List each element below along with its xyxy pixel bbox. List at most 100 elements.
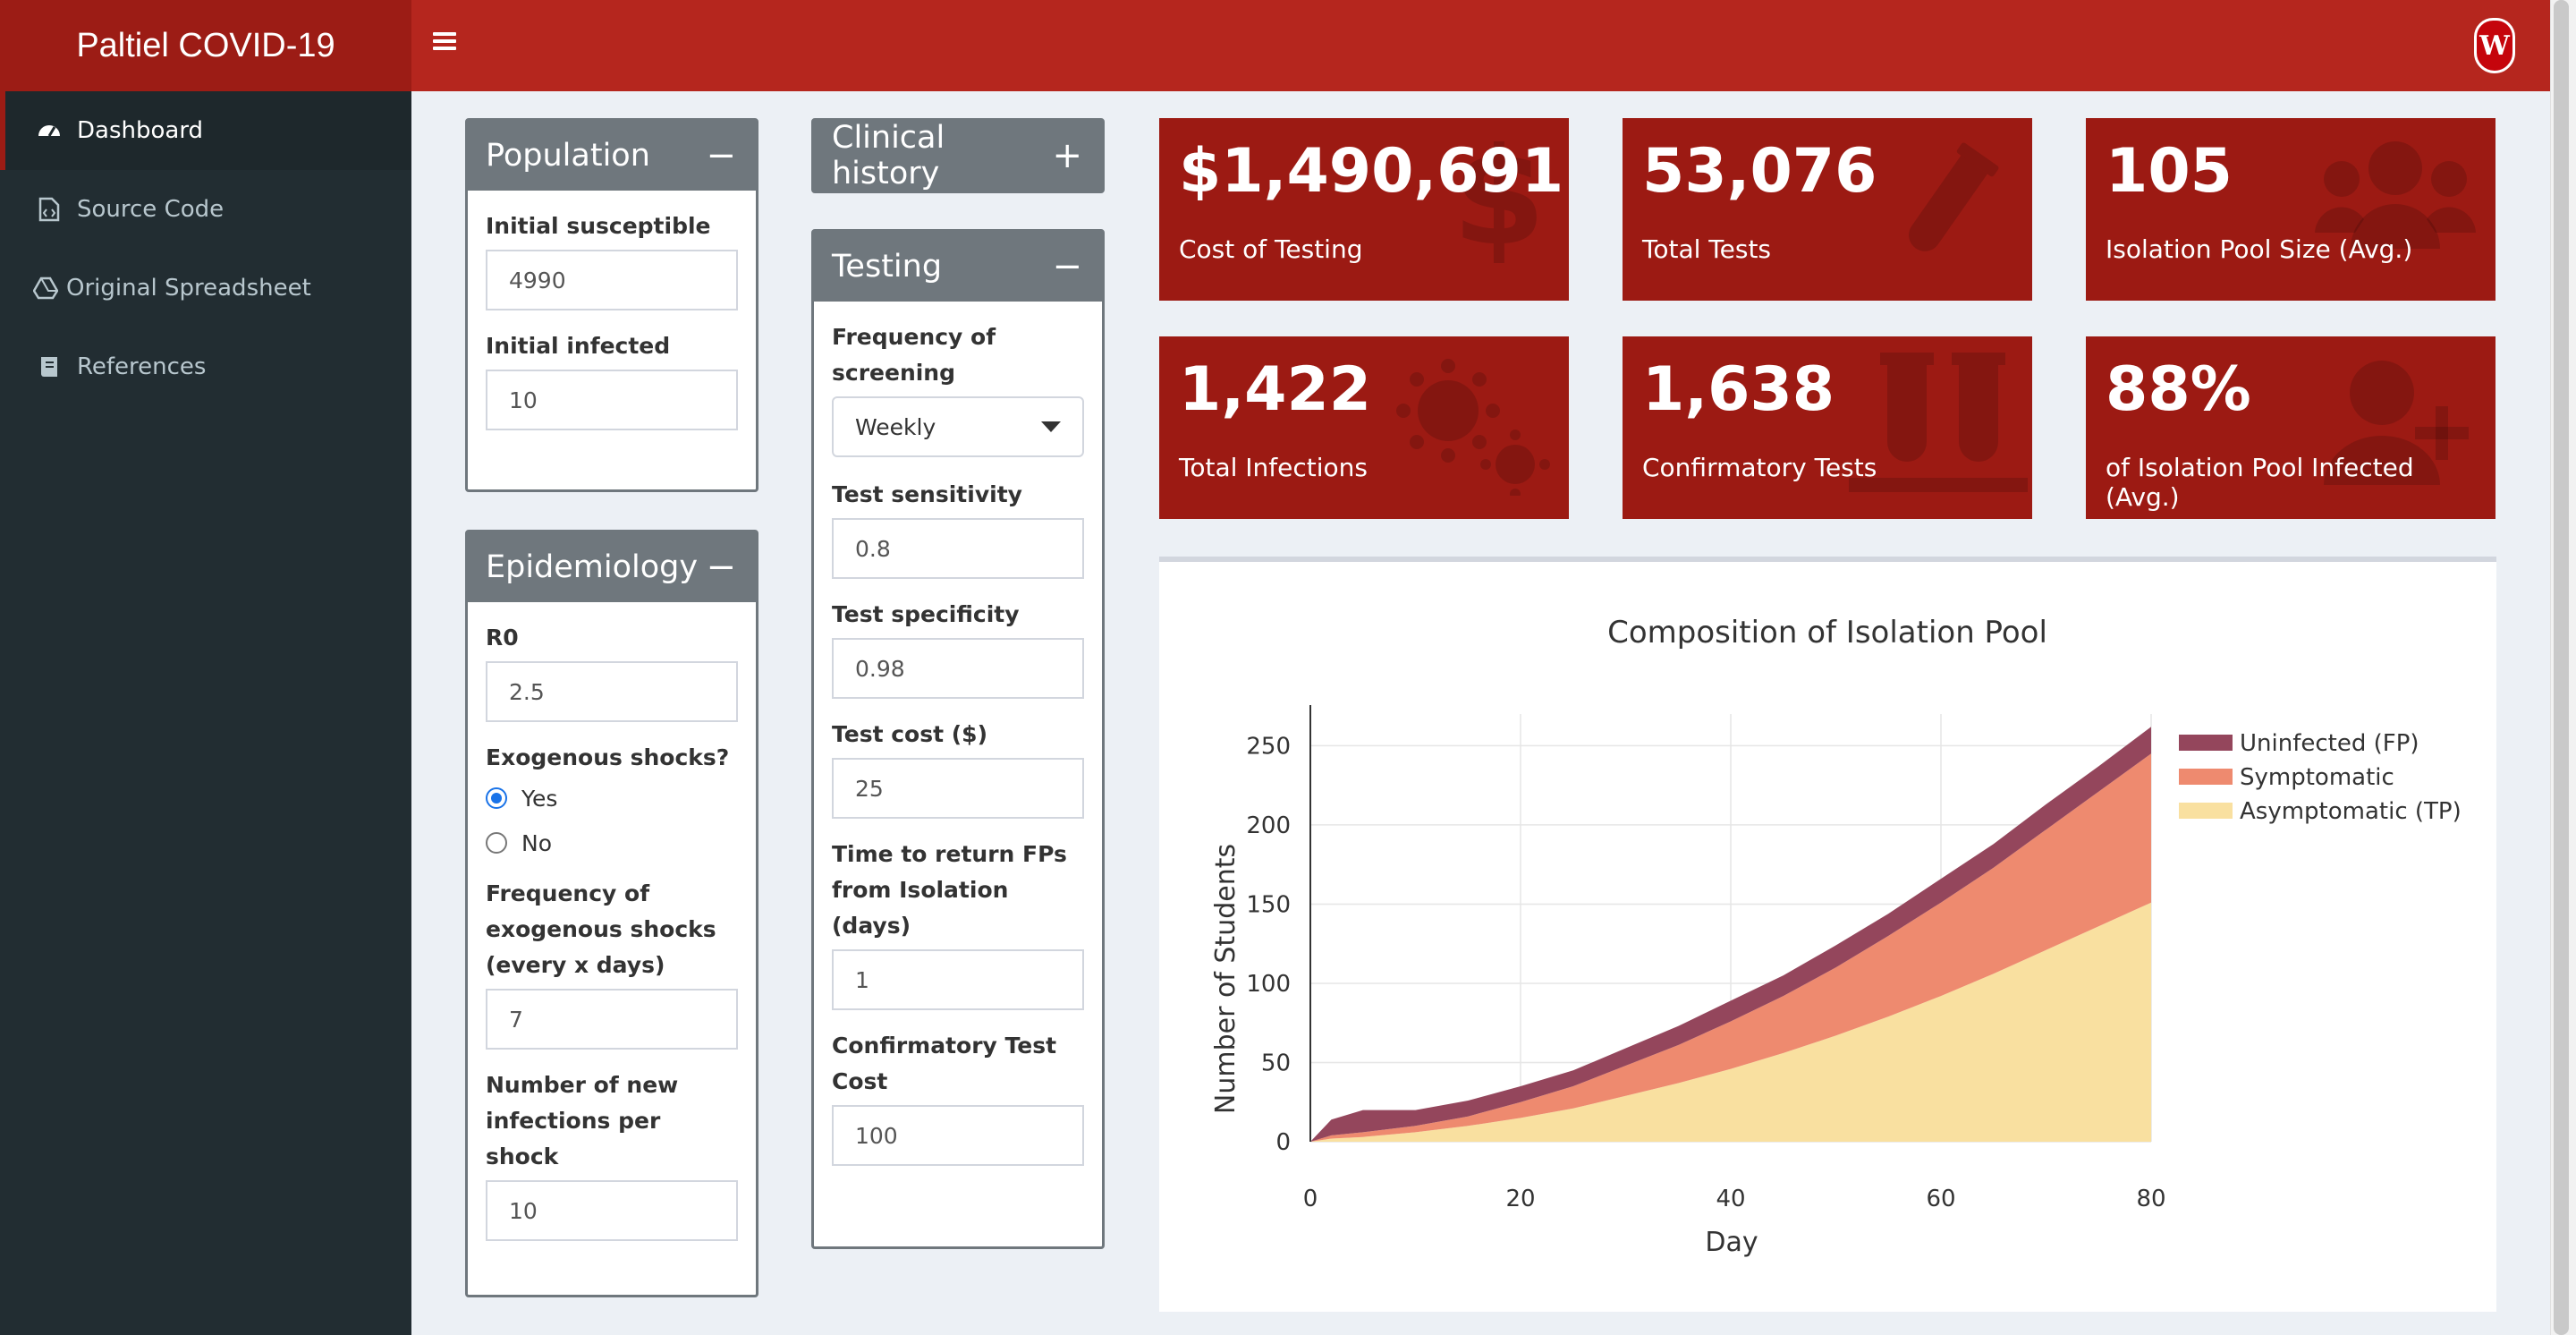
y-tick-label: 250 bbox=[1246, 733, 1291, 760]
test-specificity-input[interactable] bbox=[832, 638, 1084, 699]
radio-label-yes: Yes bbox=[521, 785, 558, 812]
legend-label: Asymptomatic (TP) bbox=[2240, 798, 2462, 825]
caret-down-icon bbox=[1041, 421, 1061, 432]
clinical-history-title: Clinical history bbox=[832, 120, 945, 191]
epidemiology-box: Epidemiology − R0 Exogenous shocks? Yes … bbox=[465, 530, 758, 1297]
scrollbar-thumb[interactable] bbox=[2554, 0, 2569, 1335]
virus-icon bbox=[1396, 359, 1550, 496]
confirmatory-cost-label: Confirmatory Test Cost bbox=[832, 1033, 1057, 1094]
test-sensitivity-label: Test sensitivity bbox=[832, 481, 1022, 507]
radio-button[interactable] bbox=[486, 832, 507, 854]
users-icon bbox=[2315, 141, 2476, 249]
file-code-icon bbox=[36, 196, 63, 223]
sidebar-item-label: Source Code bbox=[77, 196, 225, 223]
screening-frequency-label: Frequency of screening bbox=[832, 324, 996, 386]
population-title: Population bbox=[486, 138, 650, 174]
app-title[interactable]: Paltiel COVID-19 bbox=[0, 0, 411, 91]
sidebar-item-original-spreadsheet[interactable]: Original Spreadsheet bbox=[0, 249, 411, 327]
epidemiology-title: Epidemiology bbox=[486, 549, 699, 585]
sidebar-item-dashboard[interactable]: Dashboard bbox=[0, 91, 411, 170]
legend-label: Symptomatic bbox=[2240, 764, 2394, 791]
legend-swatch bbox=[2179, 803, 2233, 819]
x-axis-title: Day bbox=[1705, 1227, 1758, 1258]
initial-infected-input[interactable] bbox=[486, 370, 738, 430]
radio-button-selected[interactable] bbox=[486, 787, 507, 809]
isolation-pool-chart[interactable]: Composition of Isolation Pool 0 50 100 150 2… bbox=[1159, 562, 2496, 1312]
select-value: Weekly bbox=[855, 413, 936, 440]
value-box-value: 1,422 bbox=[1179, 354, 1372, 425]
vials-icon bbox=[1849, 353, 2028, 492]
chart-legend: Uninfected (FP) Symptomatic Asymptomatic (… bbox=[2179, 730, 2462, 825]
collapse-icon[interactable]: − bbox=[706, 547, 736, 588]
shocks-radio-no[interactable]: No bbox=[486, 821, 738, 865]
sidebar-item-source-code[interactable]: Source Code bbox=[0, 170, 411, 249]
value-box-label: Cost of Testing bbox=[1179, 234, 1363, 264]
sidebar: Dashboard Source Code Original Spreadshe… bbox=[0, 91, 411, 1335]
collapse-icon[interactable]: − bbox=[706, 135, 736, 176]
sidebar-item-label: Original Spreadsheet bbox=[66, 275, 311, 302]
chart-axes: 0 50 100 150 200 250 0 20 40 60 80 bbox=[1246, 705, 2166, 1212]
university-crest-icon: W bbox=[2474, 18, 2515, 73]
value-box-isolation-pool-infected: 88% of Isolation Pool Infected (Avg.) bbox=[2086, 336, 2496, 519]
x-tick-label: 40 bbox=[1716, 1186, 1745, 1212]
epidemiology-box-header: Epidemiology − bbox=[468, 532, 756, 602]
y-tick-label: 150 bbox=[1246, 891, 1291, 918]
confirmatory-cost-input[interactable] bbox=[832, 1105, 1084, 1166]
x-tick-label: 20 bbox=[1505, 1186, 1535, 1212]
population-box-header: Population − bbox=[468, 121, 756, 191]
new-infections-label: Number of new infections per shock bbox=[486, 1072, 679, 1169]
expand-icon[interactable]: + bbox=[1052, 135, 1082, 176]
x-tick-label: 60 bbox=[1926, 1186, 1955, 1212]
y-tick-label: 50 bbox=[1261, 1050, 1291, 1076]
r0-input[interactable] bbox=[486, 661, 738, 722]
testing-box-header: Testing − bbox=[814, 232, 1102, 302]
shocks-radio-yes[interactable]: Yes bbox=[486, 776, 738, 821]
dollar-icon: $ bbox=[1452, 120, 1546, 276]
value-box-label: of Isolation Pool Infected (Avg.) bbox=[2106, 453, 2414, 512]
chart-title: Composition of Isolation Pool bbox=[1607, 615, 2047, 650]
r0-label: R0 bbox=[486, 625, 519, 650]
vial-icon bbox=[1909, 142, 1999, 251]
value-box-total-infections: 1,422 Total Infections bbox=[1159, 336, 1569, 519]
area-series-asymptomatic-tp bbox=[1310, 902, 2151, 1142]
value-box-value: 88% bbox=[2106, 354, 2251, 425]
dashboard-icon bbox=[36, 117, 63, 144]
sidebar-item-label: References bbox=[77, 353, 207, 380]
book-icon bbox=[36, 353, 63, 380]
testing-title: Testing bbox=[832, 249, 943, 285]
y-axis-title: Number of Students bbox=[1210, 844, 1241, 1114]
screening-frequency-select[interactable]: Weekly bbox=[832, 396, 1084, 457]
sidebar-item-label: Dashboard bbox=[77, 117, 204, 144]
sidebar-item-references[interactable]: References bbox=[0, 327, 411, 406]
value-box-isolation-pool-size: 105 Isolation Pool Size (Avg.) bbox=[2086, 118, 2496, 301]
fp-return-input[interactable] bbox=[832, 949, 1084, 1010]
x-tick-label: 80 bbox=[2136, 1186, 2165, 1212]
value-box-label: Confirmatory Tests bbox=[1642, 453, 1877, 482]
y-tick-label: 0 bbox=[1275, 1129, 1291, 1156]
value-box-value: 105 bbox=[2106, 136, 2233, 207]
test-cost-label: Test cost ($) bbox=[832, 721, 987, 747]
test-cost-input[interactable] bbox=[832, 758, 1084, 819]
value-box-confirmatory-tests: 1,638 Confirmatory Tests bbox=[1623, 336, 2032, 519]
clinical-history-box-header: Clinical history + bbox=[814, 120, 1102, 191]
value-box-label: Total Infections bbox=[1179, 453, 1368, 482]
area-series-symptomatic bbox=[1310, 753, 2151, 1142]
value-box-value: $1,490,691 bbox=[1179, 136, 1564, 207]
testing-box: Testing − Frequency of screening Weekly … bbox=[811, 229, 1105, 1249]
collapse-icon[interactable]: − bbox=[1052, 246, 1082, 287]
exogenous-shocks-label: Exogenous shocks? bbox=[486, 744, 730, 770]
value-box-value: 1,638 bbox=[1642, 354, 1835, 425]
test-specificity-label: Test specificity bbox=[832, 601, 1020, 627]
new-infections-input[interactable] bbox=[486, 1180, 738, 1241]
hamburger-menu-icon[interactable] bbox=[433, 29, 462, 61]
google-drive-icon bbox=[32, 275, 59, 302]
legend-swatch bbox=[2179, 769, 2233, 785]
value-box-cost-of-testing: $1,490,691 Cost of Testing $ bbox=[1159, 118, 1569, 301]
initial-susceptible-input[interactable] bbox=[486, 250, 738, 310]
initial-infected-label: Initial infected bbox=[486, 333, 671, 359]
shock-frequency-input[interactable] bbox=[486, 989, 738, 1050]
y-tick-label: 100 bbox=[1246, 971, 1291, 998]
value-box-label: Total Tests bbox=[1642, 234, 1772, 264]
test-sensitivity-input[interactable] bbox=[832, 518, 1084, 579]
fp-return-label: Time to return FPs from Isolation (days) bbox=[832, 841, 1067, 939]
